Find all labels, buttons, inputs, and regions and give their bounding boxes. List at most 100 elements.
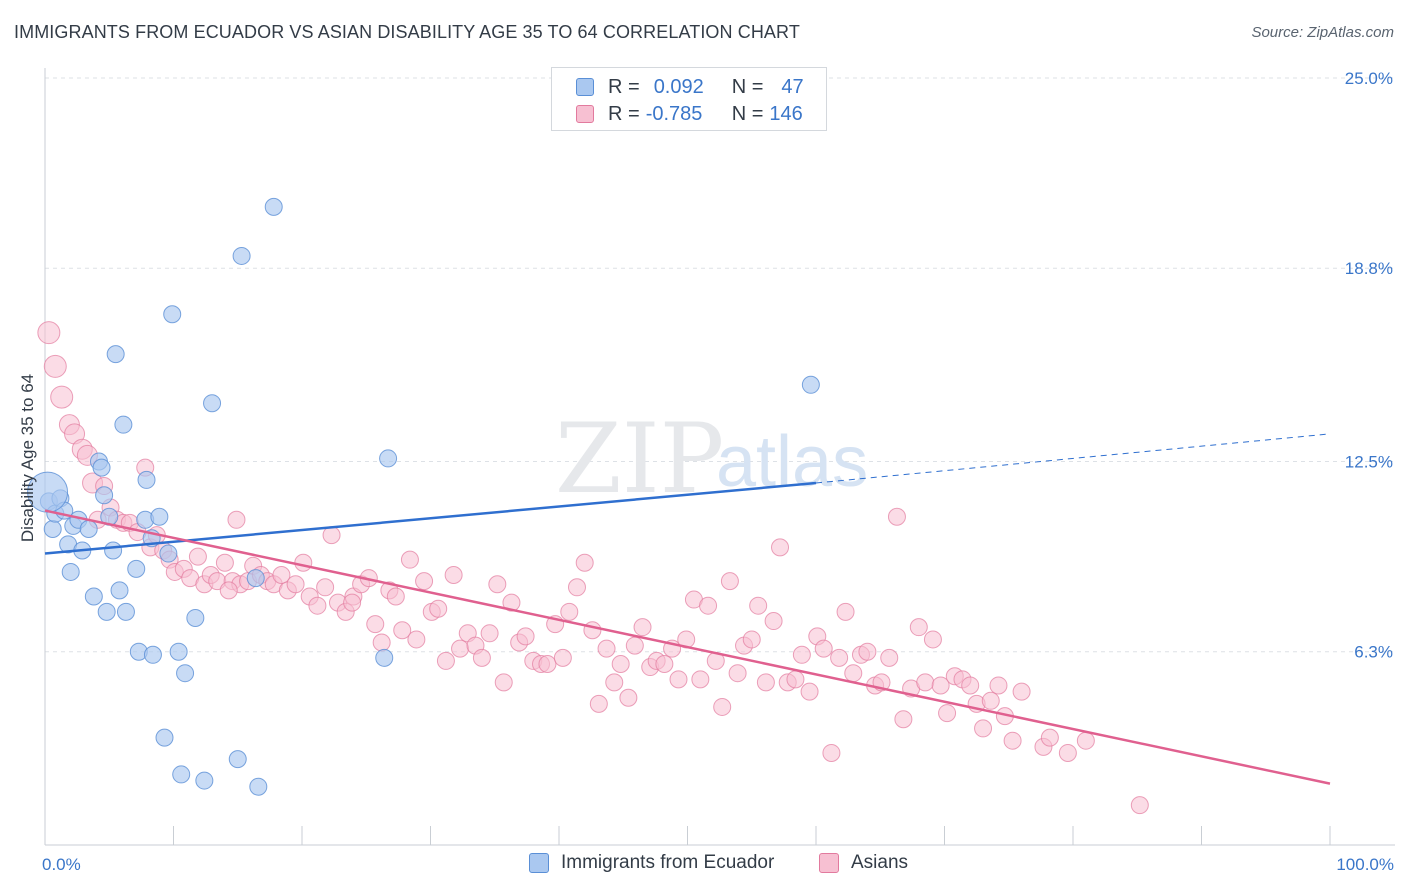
ecuador-point [84,587,103,606]
asians-point [764,612,783,631]
asians-point [583,621,602,640]
ecuador-point [79,519,98,538]
chart-title: IMMIGRANTS FROM ECUADOR VS ASIAN DISABIL… [14,22,800,42]
legend-r-label: R = [608,102,640,125]
asians-point [836,602,855,621]
ecuador-point [801,375,820,394]
asians-point [830,648,849,667]
asians-point [619,688,638,707]
ecuador-point [159,544,178,563]
axis-layer [44,68,1395,846]
legend-n-value-ecuador: 47 [781,75,804,98]
asians-point [316,578,335,597]
asians-point [415,572,434,591]
legend-swatch-asians [576,105,594,123]
asians-point [633,618,652,637]
asians-point [887,507,906,526]
y-tick-label: 12.5% [1345,453,1393,472]
asians-trend-line [44,509,1331,785]
ecuador-point [176,664,195,683]
ecuador-point [106,345,125,364]
asians-point [923,630,942,649]
asians-point [494,673,513,692]
ecuador-point [375,648,394,667]
legend-r-value-asians: -0.785 [645,102,703,125]
asians-point [756,673,775,692]
asians-point [749,596,768,615]
asians-point [611,654,630,673]
asians-point [308,596,327,615]
asians-point [605,673,624,692]
ecuador-point [249,777,268,796]
asians-point [909,618,928,637]
legend-n-label: N = [731,102,764,125]
asians-point [786,670,805,689]
asians-point [343,593,362,612]
asians-point [400,550,419,569]
ecuador-point [195,771,214,790]
asians-point [916,673,935,692]
ecuador-trend-line [44,481,817,555]
asians-point [1003,731,1022,750]
ecuador-point [114,415,133,434]
ecuador-point [150,507,169,526]
asians-point [1058,743,1077,762]
asians-point [989,676,1008,695]
source-label: Source: ZipAtlas.com [1251,24,1394,41]
asians-point [188,547,207,566]
ecuador-point [232,246,251,265]
y-tick-label: 6.3% [1354,643,1393,662]
ecuador-point [155,728,174,747]
asians-point [938,704,957,723]
asians-point [858,642,877,661]
legend-item-asians: Asians [819,852,908,874]
asians-point [699,596,718,615]
asians-point [669,670,688,689]
asians-point [742,630,761,649]
ecuador-point [246,569,265,588]
asians-point [1040,728,1059,747]
asians-point [43,354,67,378]
asians-point [822,743,841,762]
asians-point [575,553,594,572]
asians-point [502,593,521,612]
ecuador-trend-extension [815,433,1331,484]
asians-point [1012,682,1031,701]
y-axis-label: Disability Age 35 to 64 [18,374,37,542]
asians-point [429,599,448,618]
asians-point [538,654,557,673]
asians-point [597,639,616,658]
asians-point [931,676,950,695]
asians-point [844,664,863,683]
legend-item-ecuador: Immigrants from Ecuador [529,852,774,874]
asians-point [894,710,913,729]
asians-points [37,321,1149,815]
asians-point [444,566,463,585]
legend-n-label: N = [731,75,764,98]
asians-point [713,697,732,716]
asians-point [961,676,980,695]
asians-point [880,648,899,667]
asians-point [800,682,819,701]
asians-point [294,553,313,572]
asians-point [1076,731,1095,750]
asians-point [366,615,385,634]
ecuador-point [61,562,80,581]
asians-point [407,630,426,649]
ecuador-point [143,645,162,664]
ecuador-point [379,449,398,468]
asians-point [720,572,739,591]
asians-point [322,526,341,545]
asians-point [728,664,747,683]
ecuador-point [92,458,111,477]
legend-row-ecuador: R = 0.092 N = 47 [552,74,804,100]
asians-point [227,510,246,529]
asians-point [272,566,291,585]
axis-labels: 6.3% 12.5% 18.8% 25.0% 0.0% 100.0% Disability … [18,69,1394,874]
asians-point [589,694,608,713]
asians-point [655,654,674,673]
legend-swatch-ecuador [529,853,549,873]
asians-point [560,602,579,621]
ecuador-point [116,602,135,621]
asians-point [981,691,1000,710]
